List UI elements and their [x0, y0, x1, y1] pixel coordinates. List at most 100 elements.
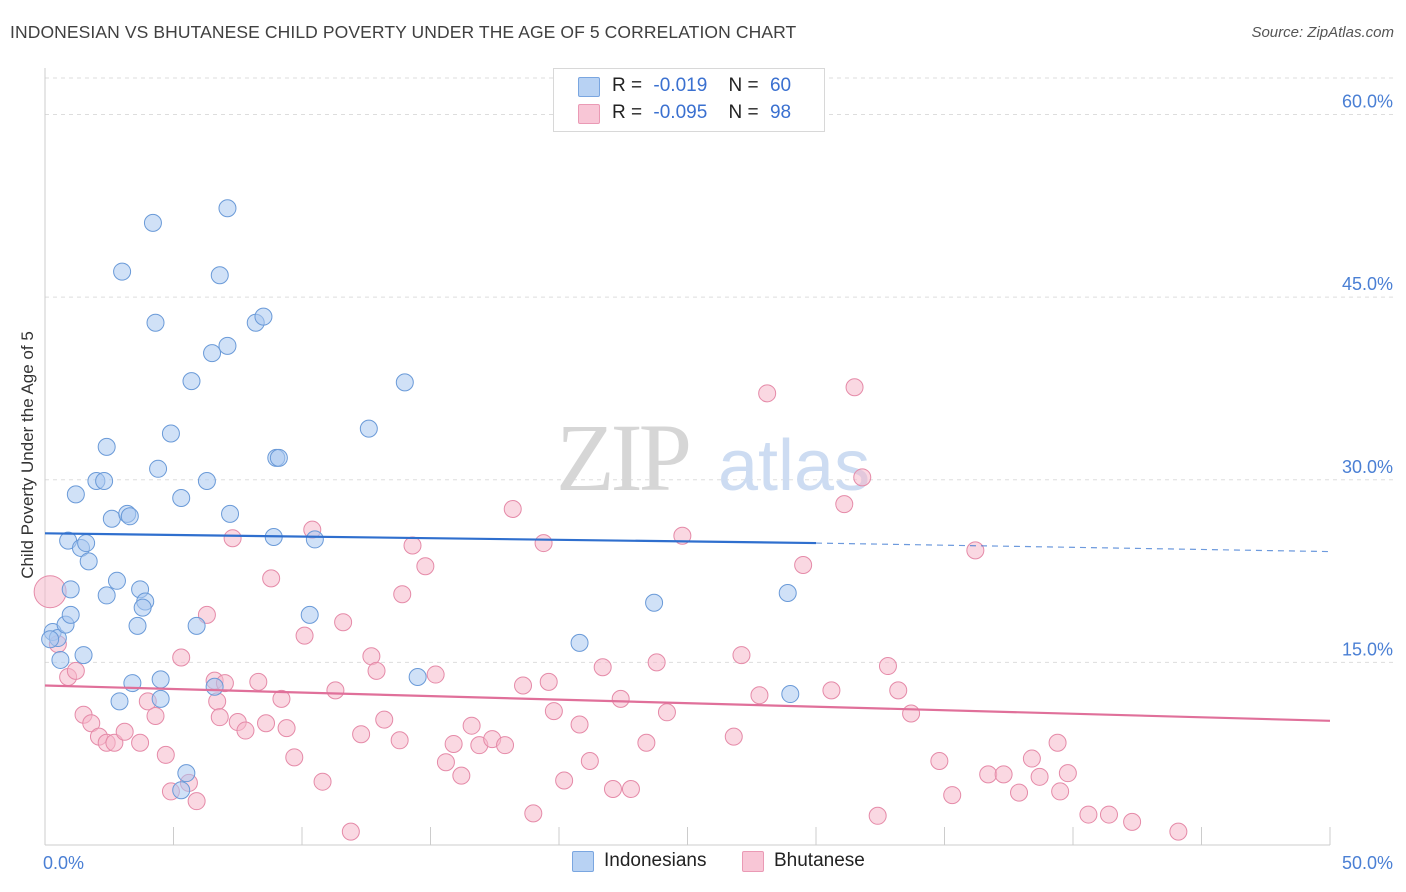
grid-lines [45, 77, 1395, 663]
indonesian-point [172, 489, 191, 508]
bhutanese-point [393, 585, 412, 604]
bhutanese-point [657, 703, 676, 722]
indonesian-point [218, 336, 237, 355]
indonesian-point [113, 262, 132, 281]
watermark-zip: ZIP [556, 404, 689, 511]
bhutanese-point [555, 771, 574, 790]
indonesian-point [182, 372, 201, 391]
indonesian-point [172, 781, 191, 800]
bhutanese-point [236, 721, 255, 740]
bhutanese-point [794, 555, 813, 574]
bhutanese-point [570, 715, 589, 734]
bhutanese-point [889, 681, 908, 700]
bhutanese-point [375, 710, 394, 729]
indonesian-trend-line [44, 532, 817, 545]
y-axis-label: Child Poverty Under the Age of 5 [18, 331, 37, 579]
indonesian-point [110, 692, 129, 711]
bhutanese-point [1030, 767, 1049, 786]
indonesian-point [102, 509, 121, 528]
bhutanese-point [637, 733, 656, 752]
bhutanese-point [835, 495, 854, 514]
bhutanese-point [1051, 782, 1070, 801]
bhutanese-point [115, 722, 134, 741]
indonesian-point [51, 650, 70, 669]
legend-row-indonesians: R = -0.019 N = 60 [554, 73, 824, 99]
indonesian-point [66, 485, 85, 504]
watermark-atlas: atlas [718, 426, 870, 506]
bhutanese-point [334, 613, 353, 632]
bottom-legend-label-indonesians: Indonesians [604, 850, 707, 871]
bhutanese-point [285, 748, 304, 767]
legend-n-label: N = [728, 75, 759, 96]
legend-r-label: R = [612, 75, 643, 96]
y-tick-label: 60.0% [1342, 92, 1393, 112]
x-tick-label: 0.0% [43, 853, 84, 873]
legend-r-value: -0.019 [653, 75, 708, 96]
source-label: Source: ZipAtlas.com [1251, 24, 1394, 41]
bhutanese-point [994, 765, 1013, 784]
indonesian-point [177, 764, 196, 783]
bhutanese-point [172, 648, 191, 667]
bottom-swatch-blue [572, 850, 594, 872]
legend-swatch-pink [578, 104, 600, 124]
bhutanese-point [146, 706, 165, 725]
indonesian-point [570, 633, 589, 652]
bhutanese-point [822, 681, 841, 700]
indonesian-point [61, 580, 80, 599]
bhutanese-point [208, 692, 227, 711]
bhutanese-point [621, 779, 640, 798]
bhutanese-point [603, 779, 622, 798]
indonesian-point [133, 598, 152, 617]
bhutanese-point [223, 529, 242, 548]
indonesian-point [61, 605, 80, 624]
bhutanese-point [262, 569, 281, 588]
bhutanese-point [210, 708, 229, 727]
bhutanese-point [853, 468, 872, 487]
legend-n-value: 98 [769, 102, 792, 123]
indonesian-point [221, 504, 240, 523]
legend-r-value: -0.095 [653, 102, 708, 123]
bhutanese-point [295, 626, 314, 645]
bhutanese-point [462, 716, 481, 735]
bhutanese-point [272, 689, 291, 708]
indonesian-points [41, 199, 800, 800]
bottom-legend-indonesians: Indonesians [572, 850, 706, 872]
bhutanese-point [197, 605, 216, 624]
indonesian-point [149, 459, 168, 478]
bhutanese-point [966, 541, 985, 560]
bhutanese-point [845, 378, 864, 397]
indonesian-point [143, 213, 162, 232]
bhutanese-point [524, 804, 543, 823]
bhutanese-point [930, 751, 949, 770]
indonesian-point [269, 448, 288, 467]
indonesian-point [197, 471, 216, 490]
bhutanese-point [156, 745, 175, 764]
bhutanese-point [539, 672, 558, 691]
bhutanese-point [724, 727, 743, 746]
bhutanese-point [352, 725, 371, 744]
bhutanese-point [503, 499, 522, 518]
bhutanese-point [673, 526, 692, 545]
bhutanese-point [131, 733, 150, 752]
indonesian-point [74, 646, 93, 665]
legend: R = -0.019 N = 60 R = -0.095 N = 98 [553, 68, 825, 132]
indonesian-point [151, 670, 170, 689]
x-tick-label: 50.0% [1342, 853, 1393, 873]
bhutanese-point [902, 704, 921, 723]
indonesian-point [254, 307, 273, 326]
legend-swatch-blue [578, 77, 600, 97]
indonesian-point [107, 571, 126, 590]
bhutanese-point [1010, 783, 1029, 802]
indonesian-point [128, 616, 147, 635]
indonesian-point [97, 586, 116, 605]
bhutanese-point [66, 661, 85, 680]
bhutanese-point [105, 733, 124, 752]
legend-n-label: N = [728, 102, 759, 123]
bottom-swatch-pink [742, 850, 764, 872]
bhutanese-point [878, 657, 897, 676]
indonesian-point [41, 630, 60, 649]
y-tick-label: 15.0% [1342, 639, 1393, 659]
bhutanese-point [326, 681, 345, 700]
bhutanese-point [403, 536, 422, 555]
tick-labels: 15.0% 30.0% 45.0% 60.0% 0.0% 50.0% [43, 92, 1393, 873]
